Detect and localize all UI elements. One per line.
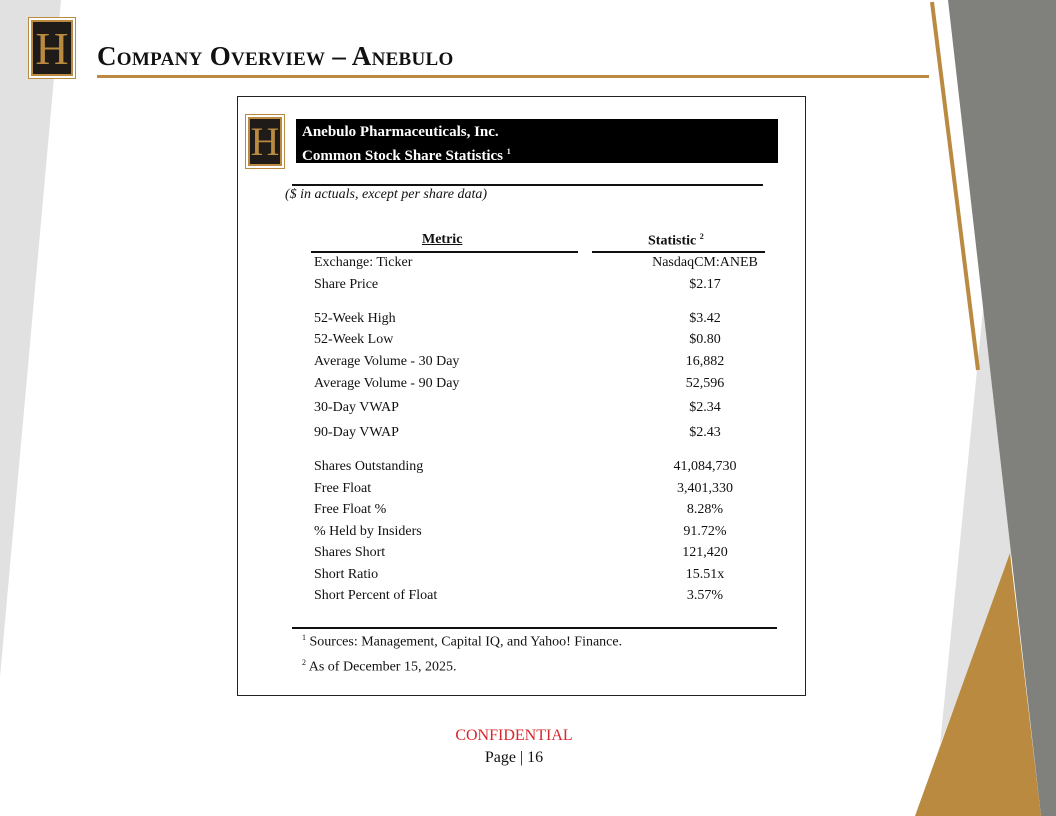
right-gold-line bbox=[930, 1, 980, 371]
footnote-marker: 1 bbox=[302, 633, 306, 642]
footnote-marker: 2 bbox=[302, 658, 306, 667]
statistic-value: $2.43 bbox=[689, 425, 721, 440]
metric-label: 52-Week Low bbox=[314, 332, 394, 347]
note-rule bbox=[292, 184, 763, 186]
statistic-value: NasdaqCM:ANEB bbox=[652, 255, 758, 270]
statistic-value: $2.34 bbox=[689, 400, 721, 415]
page-title: Company Overview – Anebulo bbox=[97, 41, 454, 71]
metric-label: Share Price bbox=[314, 277, 379, 292]
left-gray-band bbox=[0, 0, 61, 677]
statistic-value: 3.57% bbox=[686, 588, 724, 603]
title-rule bbox=[97, 75, 929, 78]
logo-letter: H bbox=[35, 22, 69, 74]
metric-label: 52-Week High bbox=[314, 311, 396, 326]
footnote-rule bbox=[292, 627, 777, 629]
statistic-value: $0.80 bbox=[689, 332, 721, 347]
metric-label: Shares Short bbox=[314, 545, 386, 560]
statistic-header: Statistic bbox=[648, 233, 697, 249]
statistic-header-rule bbox=[592, 251, 765, 253]
statistic-value: 16,882 bbox=[685, 354, 725, 369]
right-light-gray-shape bbox=[940, 300, 1012, 745]
panel-banner: Anebulo Pharmaceuticals, Inc. Common Sto… bbox=[296, 119, 778, 164]
right-gold-triangle bbox=[915, 553, 1041, 816]
page-number: Page | 16 bbox=[484, 749, 544, 766]
metric-label: Free Float % bbox=[314, 502, 387, 517]
units-note: ($ in actuals, except per share data) bbox=[285, 187, 488, 202]
metric-header-rule bbox=[311, 251, 578, 253]
panel-logo: H bbox=[248, 117, 282, 166]
metric-label: Free Float bbox=[314, 481, 372, 496]
confidential-label: CONFIDENTIAL bbox=[455, 727, 573, 744]
metric-header: Metric bbox=[422, 232, 463, 247]
footnote-ref: 1 bbox=[506, 147, 511, 156]
banner-subtitle: Common Stock Share Statistics bbox=[302, 148, 503, 164]
company-name: Anebulo Pharmaceuticals, Inc. bbox=[302, 124, 499, 140]
statistic-value: 3,401,330 bbox=[677, 481, 733, 496]
footnote-date: As of December 15, 2025. bbox=[308, 659, 457, 675]
metric-label: Exchange: Ticker bbox=[314, 255, 413, 270]
metric-label: Short Percent of Float bbox=[314, 588, 438, 603]
share-statistics-panel: H Anebulo Pharmaceuticals, Inc. Common S… bbox=[237, 96, 806, 696]
footnote-ref: 2 bbox=[699, 232, 704, 241]
metric-label: Average Volume - 90 Day bbox=[314, 376, 460, 391]
footnote-sources: Sources: Management, Capital IQ, and Yah… bbox=[309, 634, 623, 650]
metric-label: 30-Day VWAP bbox=[314, 400, 399, 415]
statistic-value: 41,084,730 bbox=[673, 459, 737, 474]
right-dark-gray-band bbox=[948, 0, 1056, 816]
metric-label: 90-Day VWAP bbox=[314, 425, 399, 440]
statistic-value: $3.42 bbox=[689, 311, 721, 326]
statistic-value: 121,420 bbox=[682, 545, 728, 560]
statistic-value: 15.51x bbox=[685, 567, 725, 582]
metric-label: Short Ratio bbox=[314, 567, 379, 582]
header-logo: H bbox=[31, 20, 73, 76]
metric-label: Average Volume - 30 Day bbox=[314, 354, 460, 369]
statistic-value: $2.17 bbox=[689, 277, 721, 292]
statistic-value: 91.72% bbox=[683, 524, 727, 539]
statistic-value: 8.28% bbox=[686, 502, 724, 517]
logo-letter: H bbox=[250, 119, 280, 164]
metric-label: % Held by Insiders bbox=[314, 524, 422, 539]
statistic-value: 52,596 bbox=[685, 376, 725, 391]
metric-label: Shares Outstanding bbox=[314, 459, 424, 474]
